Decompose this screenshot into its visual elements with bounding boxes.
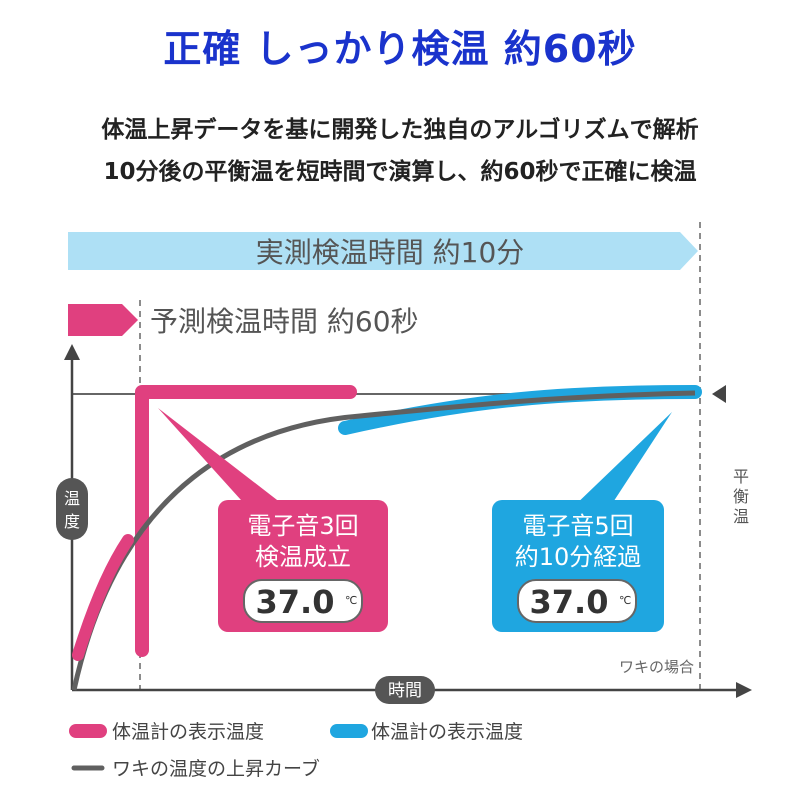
equilibrium-label-3: 温: [733, 507, 749, 526]
predicted-display-line: [135, 385, 357, 657]
early-display-segment: [72, 534, 134, 661]
x-axis-label-box: [375, 676, 435, 704]
predicted-time-arrow: [68, 304, 138, 336]
measured-callout-pointer: [570, 412, 672, 510]
x-axis-arrow: [736, 682, 752, 698]
predicted-display-value: 37.0: [256, 583, 335, 621]
legend-label-predicted: 体温計の表示温度: [112, 721, 264, 743]
x-axis-label: 時間: [388, 681, 422, 701]
description-line-1: 体温上昇データを基に開発した独自のアルゴリズムで解析: [101, 117, 699, 143]
measured-display-value: 37.0: [530, 583, 609, 621]
equilibrium-label-2: 衡: [733, 487, 749, 506]
description-line-2: 10分後の平衡温を短時間で演算し、約60秒で正確に検温: [103, 159, 697, 185]
y-axis-label-box: [56, 478, 88, 540]
predicted-callout-line-2: 検温成立: [255, 543, 351, 571]
equilibrium-label-1: 平: [733, 467, 749, 486]
equilibrium-marker: [712, 385, 726, 403]
measured-callout-line-1: 電子音5回: [522, 512, 633, 540]
y-axis-arrow: [64, 344, 80, 360]
legend-label-underarm: ワキの温度の上昇カーブ: [112, 757, 320, 780]
y-axis-label-1: 温: [64, 489, 80, 508]
measured-callout-line-2: 約10分経過: [515, 543, 642, 571]
measured-time-label: 実測検温時間 約10分: [256, 236, 525, 269]
y-axis-label-2: 度: [64, 512, 80, 531]
measured-time-arrow: [68, 232, 698, 270]
predicted-callout-line-1: 電子音3回: [247, 512, 358, 540]
predicted-display-screen: [243, 579, 363, 623]
underarm-rise-curve: [71, 390, 696, 691]
legend-label-measured: 体温計の表示温度: [371, 721, 523, 743]
measured-display-screen: [517, 579, 637, 623]
headline: 正確 しっかり検温 約60秒: [163, 27, 637, 71]
predicted-time-label: 予測検温時間 約60秒: [150, 305, 419, 338]
case-note: ワキの場合: [619, 658, 694, 676]
predicted-callout-pointer: [158, 408, 290, 510]
predicted-display-unit: ℃: [345, 594, 357, 607]
measured-display-unit: ℃: [619, 594, 631, 607]
